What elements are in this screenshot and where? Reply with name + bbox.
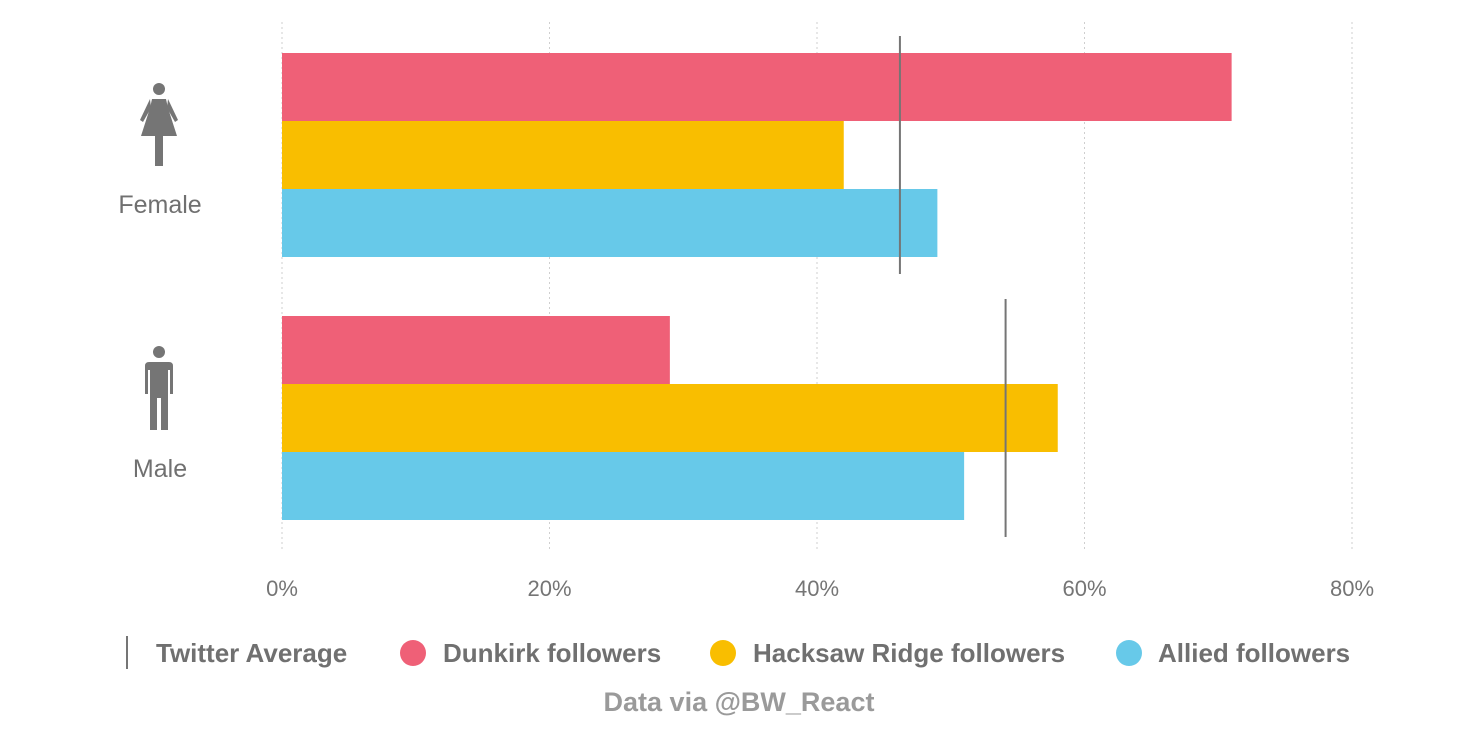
- bar-male-hacksaw: [282, 384, 1058, 452]
- bar-male-allied: [282, 452, 965, 520]
- x-tick-label: 80%: [1330, 576, 1374, 601]
- x-tick-label: 60%: [1062, 576, 1106, 601]
- x-tick-label: 20%: [527, 576, 571, 601]
- bar-female-allied: [282, 189, 938, 257]
- bar-female-hacksaw: [282, 121, 844, 189]
- reference-lines: [898, 36, 1007, 537]
- category-label-male: Male: [133, 455, 187, 483]
- legend-marker-hacksaw-ridge: [710, 640, 736, 666]
- bar-male-dunkirk: [282, 316, 670, 384]
- legend: Twitter Average Dunkirk followers Hacksa…: [126, 636, 1350, 669]
- legend-label-allied: Allied followers: [1158, 638, 1350, 668]
- legend-label-twitter-average: Twitter Average: [156, 638, 347, 668]
- legend-label-dunkirk: Dunkirk followers: [443, 638, 661, 668]
- category-labels: Female Male: [118, 83, 202, 483]
- bars: [282, 53, 1232, 520]
- source-note: Data via @BW_React: [604, 687, 875, 717]
- male-person-icon: [145, 346, 173, 430]
- legend-marker-allied: [1116, 640, 1142, 666]
- legend-marker-dunkirk: [400, 640, 426, 666]
- x-axis-ticks: 0% 20% 40% 60% 80%: [266, 576, 1374, 601]
- x-tick-label: 0%: [266, 576, 298, 601]
- x-tick-label: 40%: [795, 576, 839, 601]
- legend-label-hacksaw-ridge: Hacksaw Ridge followers: [753, 638, 1065, 668]
- bar-female-dunkirk: [282, 53, 1232, 121]
- female-person-icon: [140, 83, 178, 166]
- category-label-female: Female: [118, 191, 201, 219]
